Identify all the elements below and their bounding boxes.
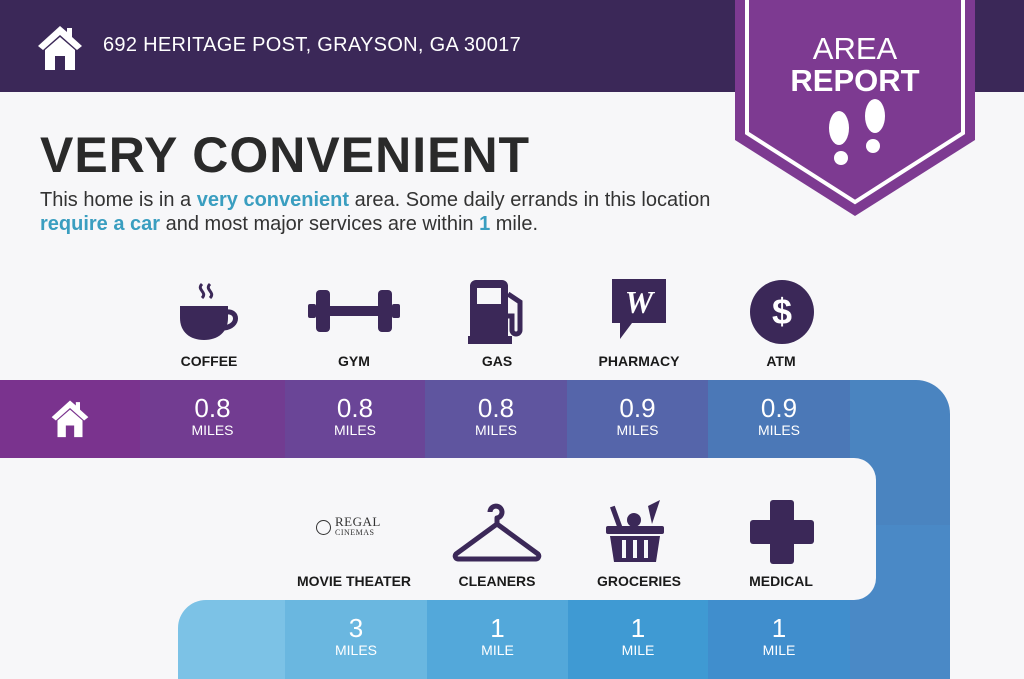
pharmacy-label: PHARMACY bbox=[598, 353, 680, 369]
atm-label: ATM bbox=[766, 353, 796, 369]
route-inner-white bbox=[0, 458, 876, 600]
home-icon bbox=[51, 400, 89, 438]
groceries-distance: 1 MILE bbox=[568, 600, 708, 679]
regal-cinemas-logo: REGAL CINEMAS bbox=[316, 515, 396, 537]
address: 692 HERITAGE POST, GRAYSON, GA 30017 bbox=[103, 34, 521, 56]
gym-label: GYM bbox=[338, 353, 370, 369]
svg-text:W: W bbox=[625, 284, 656, 320]
pharmacy-distance: 0.9 MILES bbox=[567, 380, 708, 458]
home-cell bbox=[0, 380, 140, 458]
gas-label: GAS bbox=[481, 353, 513, 369]
dumbbell-icon bbox=[308, 290, 400, 332]
walgreens-icon: W bbox=[612, 279, 666, 339]
hanger-icon bbox=[452, 503, 542, 562]
gas-distance: 0.8 MILES bbox=[425, 380, 567, 458]
summary-text: This home is in a very convenient area. … bbox=[40, 189, 711, 235]
cleaners-label: CLEANERS bbox=[458, 573, 536, 589]
movie-theater-distance: 3 MILES bbox=[285, 600, 427, 679]
page-title: VERY CONVENIENT bbox=[40, 127, 531, 183]
gym-distance: 0.8 MILES bbox=[285, 380, 425, 458]
atm-distance: 0.9 MILES bbox=[708, 380, 850, 458]
badge-line-2: REPORT bbox=[790, 63, 920, 98]
movie-theater-label: MOVIE THEATER bbox=[296, 573, 412, 589]
medical-cross-icon bbox=[750, 500, 814, 564]
groceries-label: GROCERIES bbox=[596, 573, 681, 589]
area-report-badge bbox=[735, 0, 975, 216]
home-icon bbox=[38, 26, 82, 70]
medical-distance: 1 MILE bbox=[708, 600, 850, 679]
cleaners-distance: 1 MILE bbox=[427, 600, 568, 679]
dollar-icon: $ bbox=[750, 280, 814, 344]
route-bottom-start bbox=[178, 600, 288, 679]
coffee-label: COFFEE bbox=[180, 353, 238, 369]
medical-label: MEDICAL bbox=[749, 573, 813, 589]
badge-line-1: AREA bbox=[812, 31, 898, 66]
footprints-icon bbox=[829, 99, 885, 165]
area-report-title: AREA REPORT bbox=[735, 33, 975, 97]
svg-text:$: $ bbox=[772, 291, 792, 332]
coffee-cup-icon bbox=[180, 282, 238, 340]
coffee-distance: 0.8 MILES bbox=[140, 380, 285, 458]
grocery-basket-icon bbox=[606, 500, 664, 562]
gas-pump-icon bbox=[468, 280, 523, 344]
